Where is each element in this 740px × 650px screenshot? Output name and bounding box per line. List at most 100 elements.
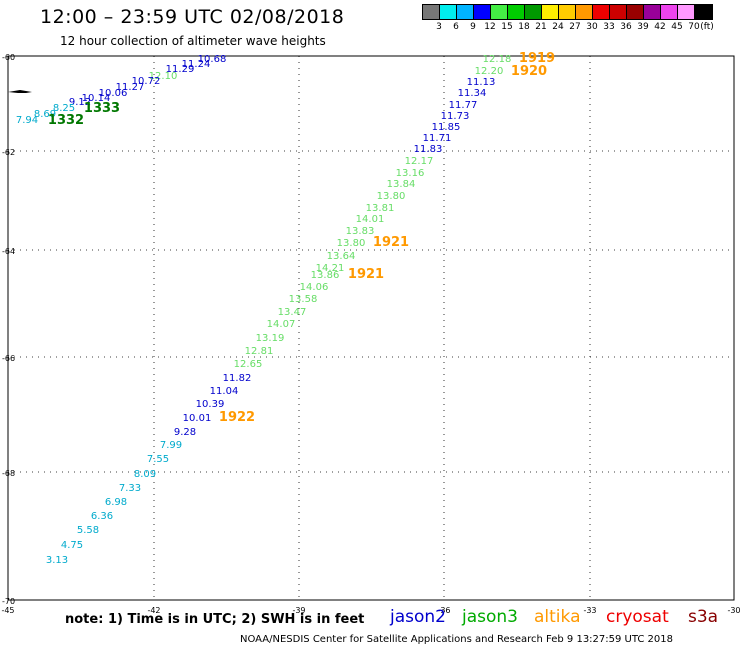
pass-time-label: 1921	[373, 235, 409, 250]
wave-height-label: 4.75	[61, 540, 83, 551]
wave-height-label: 11.27	[116, 82, 145, 93]
color-scale: 3 6 9 12 15 18 21 24 27 30 33 36 39 42 45 70 (ft)	[422, 4, 714, 32]
wave-height-label: 13.83	[346, 226, 375, 237]
wave-height-label: 11.24	[182, 59, 211, 70]
wave-height-label: 8.25	[53, 103, 75, 114]
wave-height-label: 12.20	[475, 66, 504, 77]
scale-label: 36	[620, 22, 632, 32]
scale-label: 15	[501, 22, 513, 32]
wave-height-label: 13.80	[337, 238, 366, 249]
wave-height-label: 13.86	[311, 270, 340, 281]
wave-height-label: 14.07	[267, 319, 296, 330]
scale-label: 24	[552, 22, 564, 32]
wave-height-label: 7.33	[119, 483, 141, 494]
wave-height-label: 6.36	[91, 511, 113, 522]
latitude-label: -66	[2, 354, 15, 363]
scale-swatch	[661, 5, 678, 19]
wave-height-label: 9.12	[69, 97, 91, 108]
scale-swatch	[440, 5, 457, 19]
pass-time-label: 1332	[48, 113, 84, 128]
pass-time-label: 1921	[348, 267, 384, 282]
wave-height-label: 14.21	[316, 263, 345, 274]
scale-label: 12	[484, 22, 496, 32]
map-frame	[7, 55, 735, 601]
scale-label: 30	[586, 22, 598, 32]
pass-time-label: 1920	[511, 64, 547, 79]
wave-height-label: 13.19	[256, 333, 285, 344]
legend-item-s3a: s3a	[688, 607, 719, 627]
legend-item-jason3: jason3	[462, 607, 518, 627]
map-subtitle: 12 hour collection of altimeter wave hei…	[60, 34, 326, 48]
wave-height-label: 14.01	[356, 214, 385, 225]
wave-height-label: 11.34	[458, 88, 487, 99]
wave-height-label: 11.13	[467, 77, 496, 88]
scale-label: 33	[603, 22, 615, 32]
latitude-label: -64	[2, 247, 15, 256]
scale-label: 39	[637, 22, 649, 32]
longitude-label: -39	[292, 606, 305, 615]
wave-height-label: 13.84	[387, 179, 416, 190]
landmass-outline	[8, 90, 32, 93]
wave-height-label: 12.17	[405, 156, 434, 167]
scale-swatch	[508, 5, 525, 19]
color-scale-swatches	[422, 4, 713, 20]
longitude-label: -45	[1, 606, 14, 615]
scale-label: 70	[688, 22, 700, 32]
scale-swatch	[491, 5, 508, 19]
scale-swatch	[542, 5, 559, 19]
scale-unit: (ft)	[700, 22, 714, 32]
scale-swatch	[627, 5, 644, 19]
wave-height-label: 9.28	[174, 427, 196, 438]
scale-label: 9	[470, 22, 476, 32]
wave-height-label: 11.73	[441, 111, 470, 122]
wave-height-label: 10.39	[196, 399, 225, 410]
wave-height-label: 10.68	[198, 54, 227, 65]
wave-height-label: 10.72	[132, 76, 161, 87]
wave-height-label: 12.10	[149, 71, 178, 82]
wave-height-label: 11.83	[414, 144, 443, 155]
legend-item-jason2: jason2	[390, 607, 446, 627]
wave-height-label: 13.47	[278, 307, 307, 318]
scale-swatch	[593, 5, 610, 19]
wave-height-label: 10.01	[183, 413, 212, 424]
wave-height-label: 8.69	[34, 109, 56, 120]
wave-height-label: 8.09	[134, 469, 156, 480]
footer-note: note: 1) Time is in UTC; 2) SWH is in fe…	[65, 612, 365, 627]
wave-height-label: 13.80	[377, 191, 406, 202]
wave-height-label: 13.81	[366, 203, 395, 214]
scale-swatch	[610, 5, 627, 19]
wave-height-label: 7.94	[16, 115, 38, 126]
map-title: 12:00 – 23:59 UTC 02/08/2018	[40, 6, 345, 28]
legend-item-cryosat: cryosat	[606, 607, 669, 627]
wave-height-label: 11.82	[223, 373, 252, 384]
scale-swatch	[457, 5, 474, 19]
pass-time-label: 1333	[84, 101, 120, 116]
wave-height-label: 12.18	[483, 54, 512, 65]
wave-height-label: 11.29	[166, 64, 195, 75]
scale-swatch	[678, 5, 695, 19]
pass-time-label: 1919	[519, 51, 555, 66]
scale-swatch	[576, 5, 593, 19]
longitude-label: -42	[147, 606, 160, 615]
wave-height-label: 3.13	[46, 555, 68, 566]
wave-height-label: 13.58	[289, 294, 318, 305]
scale-swatch	[559, 5, 576, 19]
scale-swatch	[525, 5, 542, 19]
scale-label: 45	[671, 22, 683, 32]
wave-height-label: 11.71	[423, 133, 452, 144]
color-scale-labels: 3 6 9 12 15 18 21 24 27 30 33 36 39 42 45 70 (ft)	[422, 20, 714, 32]
wave-height-label: 11.77	[449, 100, 478, 111]
wave-height-label: 5.58	[77, 525, 99, 536]
wave-height-label: 7.99	[160, 440, 182, 451]
longitude-label: -33	[583, 606, 596, 615]
wave-height-label: 6.98	[105, 497, 127, 508]
scale-label: 18	[518, 22, 530, 32]
longitude-label: -30	[727, 606, 740, 615]
scale-label: 21	[535, 22, 547, 32]
scale-swatch	[695, 5, 712, 19]
wave-height-label: 10.14	[82, 93, 111, 104]
wave-height-label: 14.06	[300, 282, 329, 293]
wave-height-label: 12.65	[234, 359, 263, 370]
pass-time-label: 1922	[219, 410, 255, 425]
